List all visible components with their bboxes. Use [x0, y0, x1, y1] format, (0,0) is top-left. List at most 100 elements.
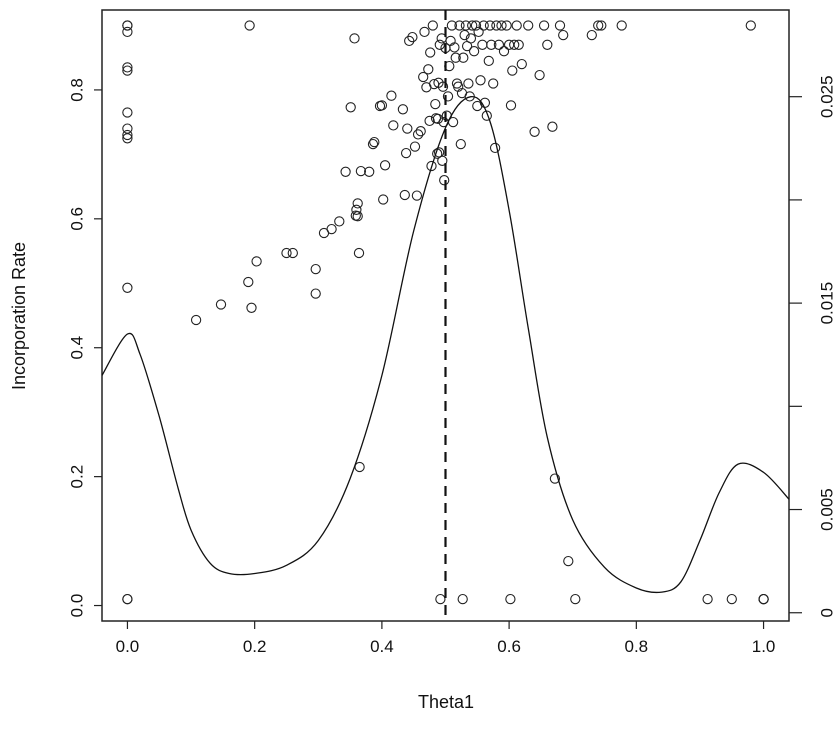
y-tick-label: 0.8	[67, 78, 86, 102]
data-point-143	[745, 20, 756, 31]
data-point-26	[345, 102, 356, 113]
data-point-17	[251, 256, 262, 267]
data-point-15	[244, 20, 255, 31]
data-point-109	[484, 20, 496, 31]
data-point-125	[516, 58, 527, 70]
y2-tick-label: 0	[817, 608, 836, 617]
data-point-111	[488, 78, 499, 89]
data-point-11	[122, 593, 133, 605]
data-point-102	[473, 26, 484, 38]
data-point-36	[367, 138, 379, 150]
x-tick-label: 1.0	[752, 637, 776, 656]
data-point-84	[450, 52, 461, 63]
data-point-90	[457, 593, 468, 605]
x-tick-label: 0.2	[243, 637, 267, 656]
data-point-138	[593, 20, 604, 31]
data-point-13	[215, 299, 227, 310]
data-point-60	[426, 160, 437, 172]
data-point-50	[409, 141, 421, 152]
data-point-72	[437, 155, 448, 166]
x-axis: 0.0 0.2 0.4 0.6 0.8 1.0	[116, 621, 776, 656]
data-point-59	[425, 47, 436, 58]
data-point-52	[412, 129, 424, 140]
data-point-135	[563, 555, 574, 567]
data-point-2	[122, 26, 133, 38]
data-point-139	[596, 20, 607, 31]
data-point-49	[407, 31, 418, 43]
data-point-95	[463, 78, 474, 89]
data-point-70	[435, 593, 446, 605]
x-axis-title: Theta1	[418, 692, 474, 712]
data-point-9	[122, 282, 133, 293]
data-point-19	[287, 247, 298, 259]
data-point-73	[437, 81, 449, 92]
data-point-3	[122, 62, 133, 73]
data-point-113	[491, 20, 502, 31]
data-point-88	[455, 138, 466, 150]
data-point-8	[122, 133, 133, 144]
data-point-105	[478, 20, 489, 31]
data-point-21	[310, 263, 321, 275]
data-point-100	[470, 20, 482, 31]
data-point-40	[378, 194, 389, 205]
y-tick-label: 0.4	[67, 336, 86, 360]
y-axis-title: Incorporation Rate	[9, 242, 29, 390]
data-point-116	[498, 46, 510, 57]
data-point-119	[505, 593, 516, 605]
data-point-55	[419, 26, 430, 38]
data-point-53	[415, 126, 426, 137]
data-point-5	[122, 107, 133, 118]
data-point-115	[496, 20, 507, 31]
data-point-137	[586, 29, 597, 41]
data-point-131	[547, 121, 558, 132]
data-point-104	[477, 39, 488, 50]
data-point-87	[454, 20, 465, 31]
data-point-81	[446, 20, 458, 31]
data-point-27	[349, 33, 360, 44]
data-point-44	[397, 104, 409, 115]
data-point-46	[400, 147, 412, 159]
data-point-24	[334, 216, 345, 227]
data-point-14	[243, 276, 254, 288]
data-point-63	[430, 98, 441, 110]
data-point-12	[190, 314, 202, 326]
data-point-127	[529, 126, 540, 137]
data-point-29	[351, 204, 362, 215]
data-point-20	[310, 288, 321, 299]
density-curve	[101, 96, 790, 594]
data-point-35	[364, 166, 375, 177]
data-point-31	[352, 211, 363, 222]
data-point-61	[427, 20, 438, 31]
data-point-142	[726, 593, 737, 605]
y-tick-label: 0.0	[67, 594, 86, 618]
data-point-33	[354, 461, 365, 473]
data-point-57	[423, 64, 434, 75]
data-point-16	[246, 302, 257, 313]
data-point-7	[122, 129, 133, 141]
data-point-130	[542, 39, 553, 50]
data-point-32	[353, 247, 365, 259]
data-point-34	[355, 165, 367, 177]
data-point-93	[460, 20, 472, 31]
data-point-39	[376, 100, 388, 111]
data-point-141	[702, 593, 713, 605]
y2-tick-label: 0.025	[817, 75, 836, 118]
data-point-114	[493, 39, 505, 50]
data-point-121	[507, 65, 518, 76]
data-point-122	[509, 39, 520, 50]
data-point-45	[399, 189, 410, 201]
data-point-146	[758, 593, 769, 605]
data-point-99	[468, 46, 480, 57]
data-point-123	[511, 20, 522, 31]
data-point-108	[483, 55, 494, 67]
data-point-112	[489, 142, 501, 154]
points-layer	[122, 20, 769, 605]
data-point-47	[402, 123, 413, 134]
data-point-92	[459, 29, 470, 41]
y-axis-left: 0.0 0.2 0.4 0.6 0.8	[67, 78, 102, 617]
data-point-75	[439, 175, 450, 186]
x-tick-label: 0.6	[497, 637, 521, 656]
data-point-103	[475, 75, 486, 86]
data-point-98	[467, 20, 478, 31]
data-point-48	[404, 35, 415, 47]
